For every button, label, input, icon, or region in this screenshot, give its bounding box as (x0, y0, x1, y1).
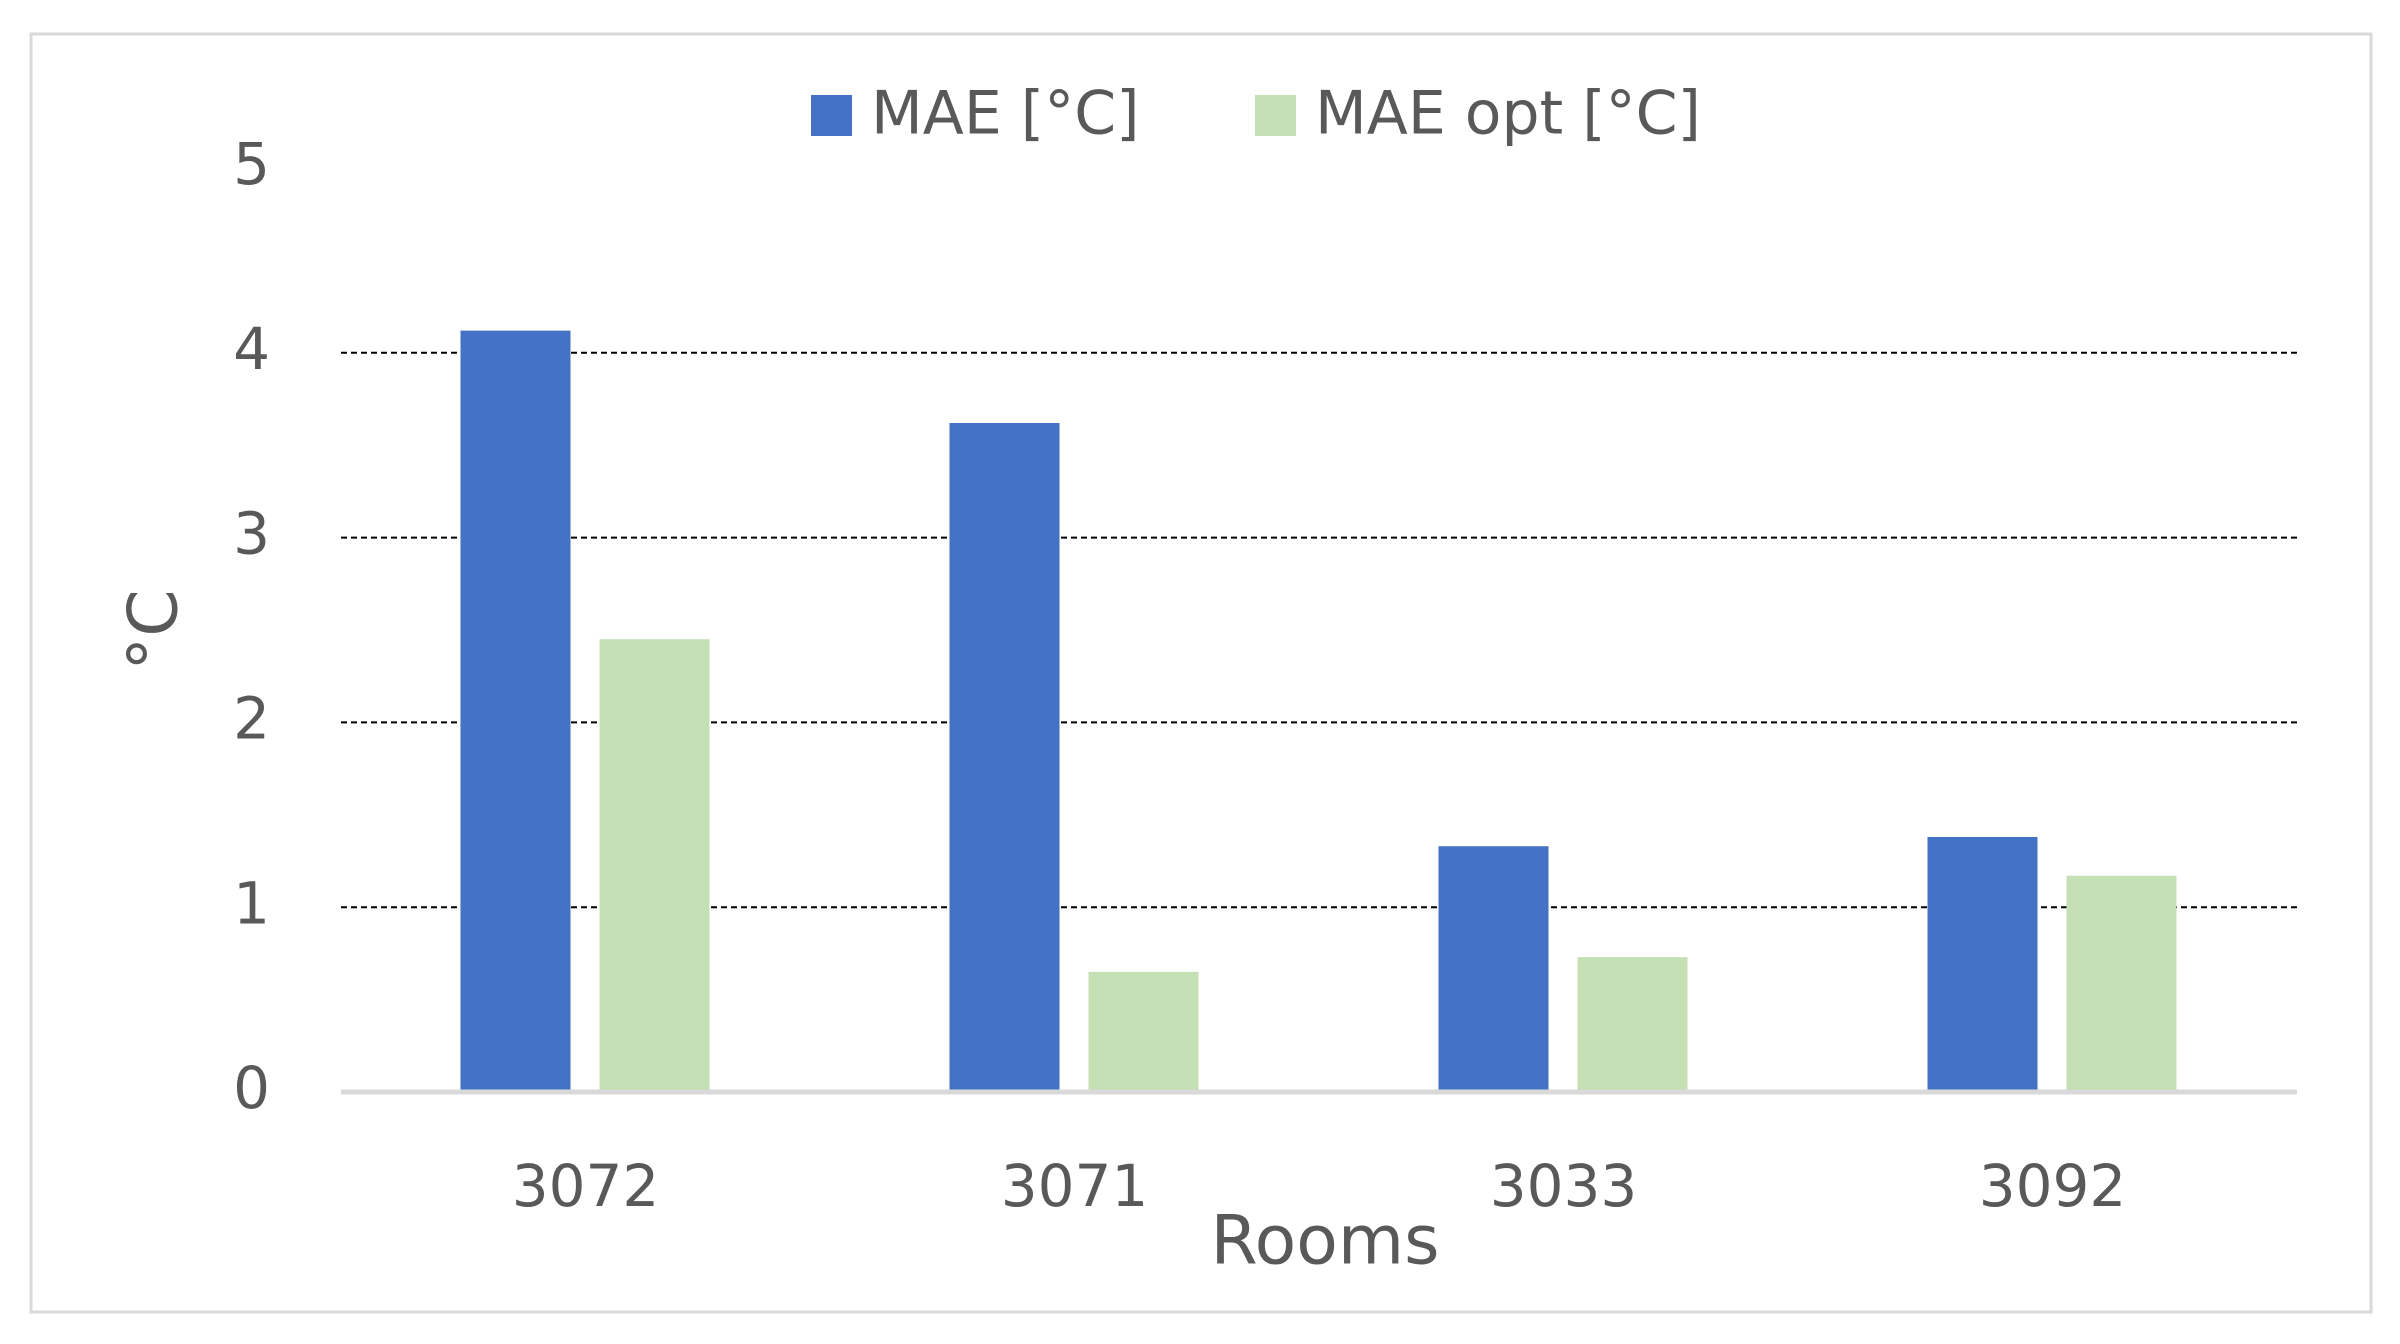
bar (949, 423, 1060, 1092)
legend-swatch (811, 95, 852, 136)
bar (599, 639, 710, 1092)
y-tick-label: 5 (233, 130, 270, 198)
y-tick-label: 2 (233, 685, 270, 753)
y-tick-label: 4 (233, 315, 270, 383)
legend-label: MAE opt [°C] (1315, 79, 1701, 149)
x-tick-label: 3072 (512, 1152, 660, 1220)
y-tick-label: 0 (233, 1054, 270, 1122)
x-axis-title: Rooms (1210, 1202, 1439, 1281)
bar (2066, 875, 2177, 1092)
x-tick-label: 3092 (1979, 1152, 2127, 1220)
bar (1577, 957, 1688, 1092)
chart-frame (29, 32, 2373, 1314)
x-tick-label: 3071 (1001, 1152, 1149, 1220)
bar (460, 330, 571, 1092)
bar (1927, 836, 2038, 1092)
y-tick-label: 3 (233, 500, 270, 568)
legend-label: MAE [°C] (871, 79, 1140, 149)
y-tick-label: 1 (233, 869, 270, 937)
bar (1088, 971, 1199, 1092)
bar (1438, 846, 1549, 1092)
legend-swatch (1255, 95, 1296, 136)
y-axis-title: °C (115, 589, 194, 670)
x-tick-label: 3033 (1490, 1152, 1638, 1220)
